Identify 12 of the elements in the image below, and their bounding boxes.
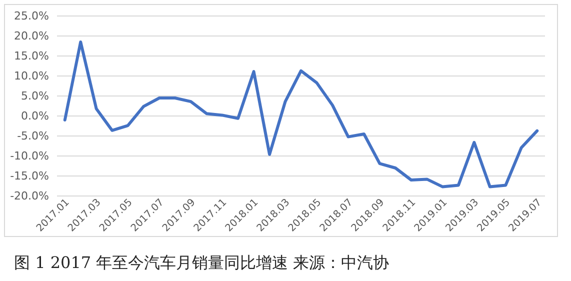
line-series [63,40,539,188]
y-tick-label: -10.0% [10,150,49,162]
y-tick-label: 15.0% [14,50,49,62]
y-tick-label: 20.0% [14,30,49,42]
y-tick-label: -5.0% [17,130,49,142]
y-tick-label: -20.0% [10,190,49,202]
y-tick-label: 5.0% [21,90,49,102]
caption: 图 1 2017 年至今汽车月销量同比增速 来源：中汽协 [14,253,390,272]
y-tick-label: 25.0% [14,10,49,22]
y-tick-label: 10.0% [14,70,49,82]
y-tick-label: -15.0% [10,170,49,182]
y-tick-label: 0.0% [21,110,49,122]
